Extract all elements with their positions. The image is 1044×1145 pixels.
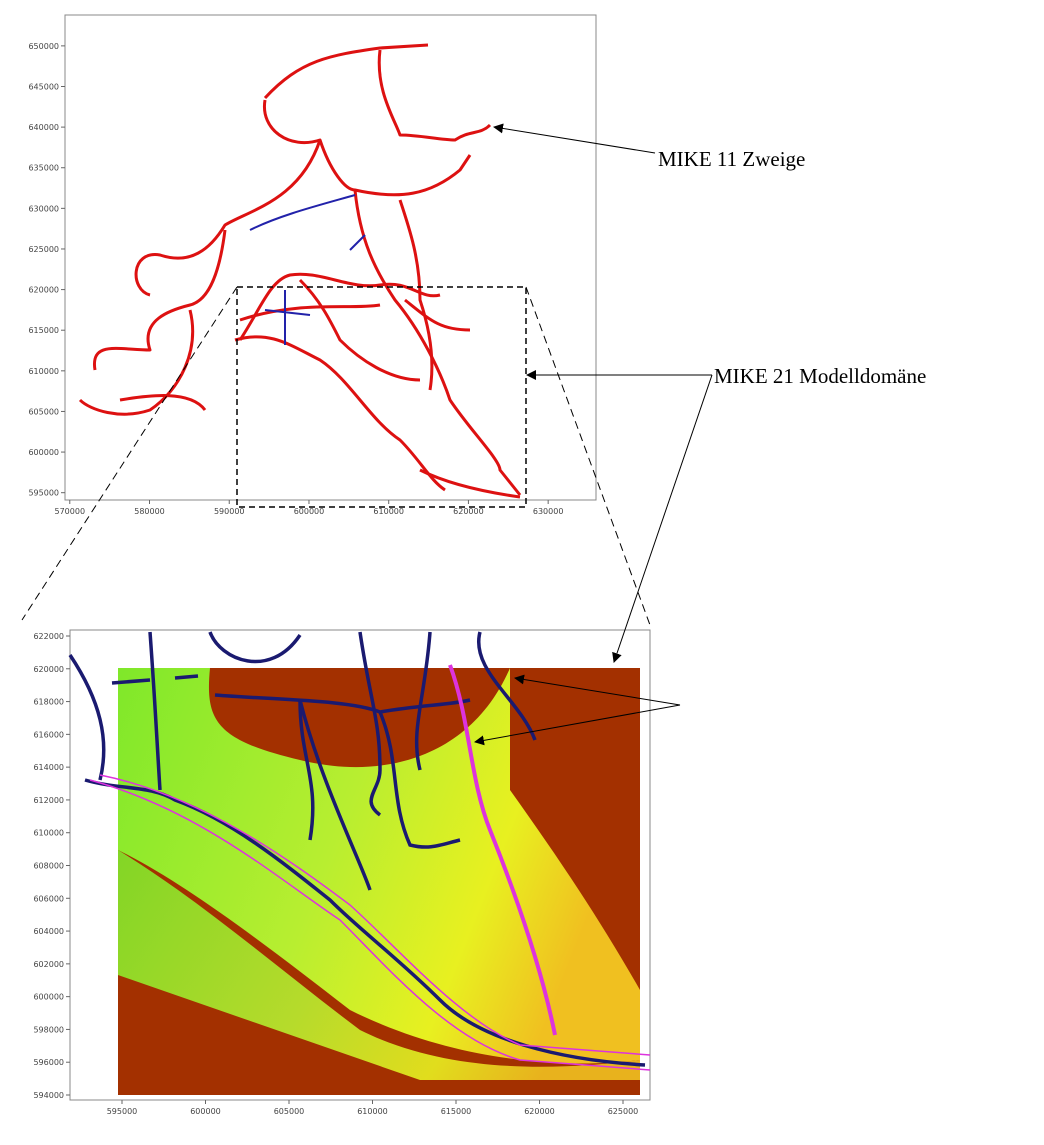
annotation: MIKE 21 Modelldomäne xyxy=(714,364,926,388)
y-tick-label: 598000 xyxy=(33,1025,64,1034)
x-tick-label: 580000 xyxy=(134,507,165,516)
x-tick-label: 610000 xyxy=(373,507,404,516)
y-tick-label: 604000 xyxy=(33,927,64,936)
x-tick-label: 600000 xyxy=(190,1107,221,1116)
figure: MIKE 11 Zweige MIKE 21 Modelldomäne 5700… xyxy=(0,0,1044,1145)
x-tick-label: 620000 xyxy=(453,507,484,516)
y-tick-label: 615000 xyxy=(28,326,59,335)
y-tick-label: 630000 xyxy=(28,204,59,213)
y-tick-label: 645000 xyxy=(28,82,59,91)
x-tick-label: 605000 xyxy=(274,1107,305,1116)
y-tick-label: 610000 xyxy=(28,367,59,376)
y-tick-label: 595000 xyxy=(28,489,59,498)
arrow xyxy=(614,375,712,662)
annotation: MIKE 11 Zweige xyxy=(658,147,805,171)
y-tick-label: 635000 xyxy=(28,164,59,173)
y-tick-label: 650000 xyxy=(28,42,59,51)
y-tick-label: 600000 xyxy=(33,993,64,1002)
y-tick-label: 625000 xyxy=(28,245,59,254)
y-tick-label: 600000 xyxy=(28,448,59,457)
y-tick-label: 614000 xyxy=(33,763,64,772)
x-tick-label: 630000 xyxy=(533,507,564,516)
y-tick-label: 594000 xyxy=(33,1091,64,1100)
y-tick-label: 602000 xyxy=(33,960,64,969)
x-tick-label: 610000 xyxy=(357,1107,388,1116)
y-tick-label: 618000 xyxy=(33,698,64,707)
y-tick-label: 612000 xyxy=(33,796,64,805)
x-tick-label: 595000 xyxy=(107,1107,138,1116)
x-tick-label: 600000 xyxy=(294,507,325,516)
y-tick-label: 610000 xyxy=(33,829,64,838)
y-tick-label: 606000 xyxy=(33,894,64,903)
y-tick-label: 596000 xyxy=(33,1058,64,1067)
x-tick-label: 625000 xyxy=(608,1107,639,1116)
x-tick-label: 570000 xyxy=(55,507,86,516)
y-tick-label: 640000 xyxy=(28,123,59,132)
x-tick-label: 620000 xyxy=(524,1107,555,1116)
y-tick-label: 620000 xyxy=(33,665,64,674)
y-tick-label: 622000 xyxy=(33,632,64,641)
y-tick-label: 608000 xyxy=(33,862,64,871)
y-tick-label: 605000 xyxy=(28,407,59,416)
x-tick-label: 615000 xyxy=(441,1107,472,1116)
y-tick-label: 616000 xyxy=(33,730,64,739)
x-tick-label: 590000 xyxy=(214,507,245,516)
y-tick-label: 620000 xyxy=(28,286,59,295)
